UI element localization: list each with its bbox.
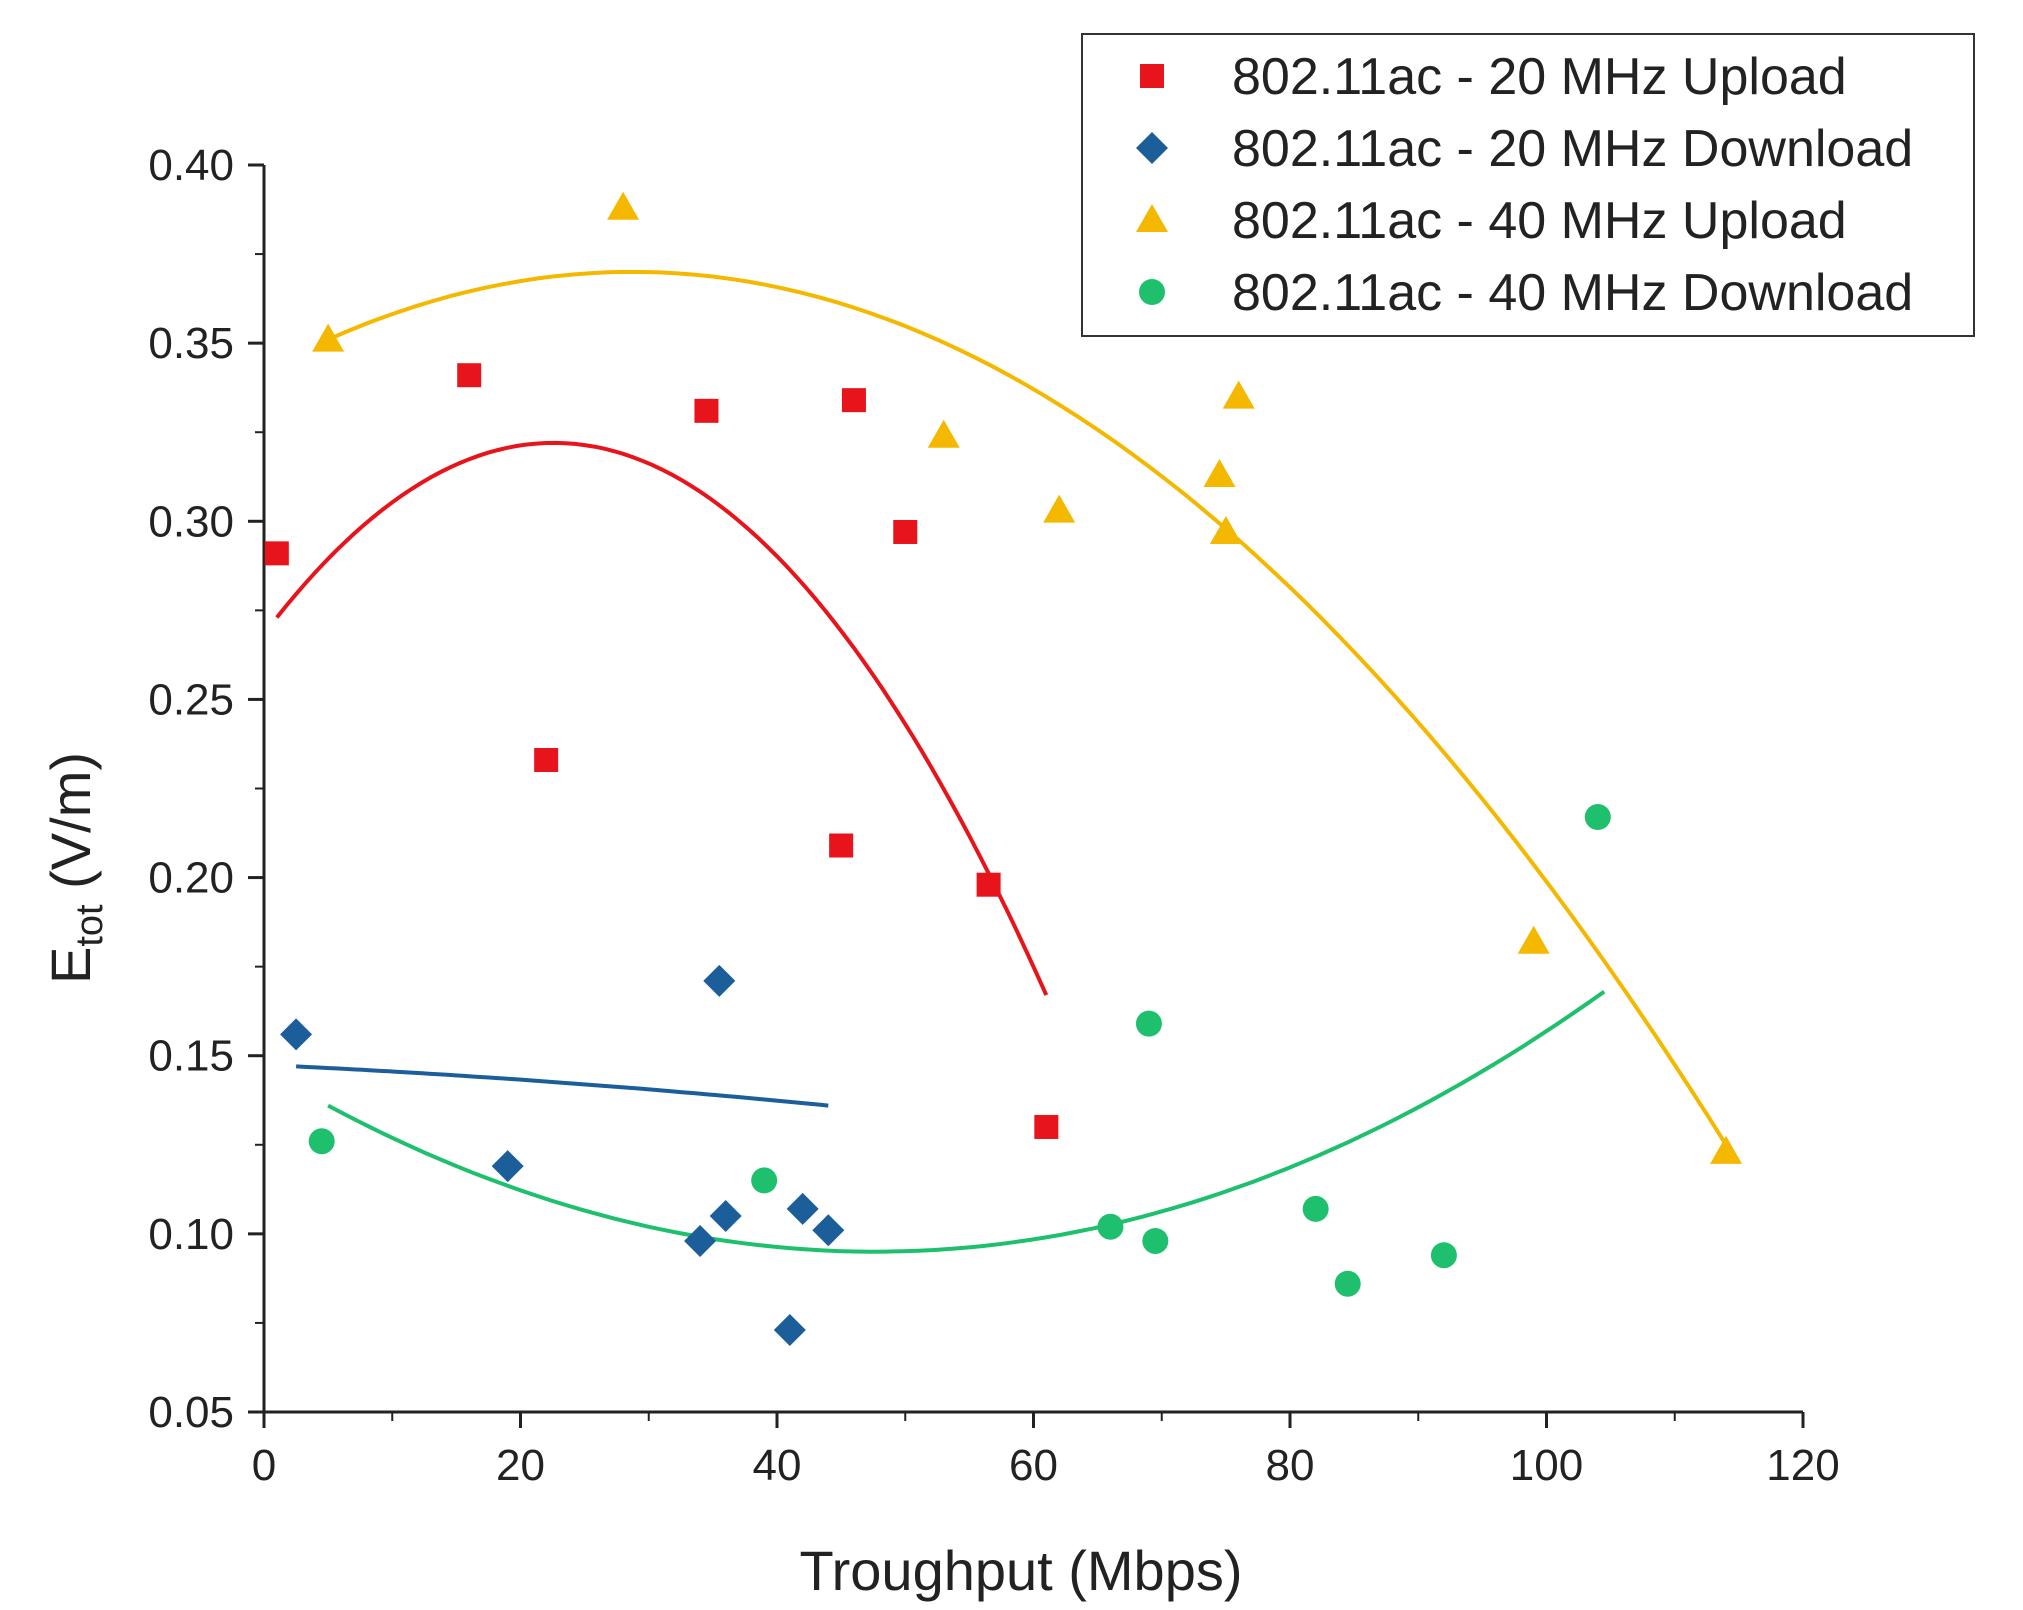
802-11ac-40-mhz-download-point — [1584, 804, 1611, 831]
802-11ac-20-mhz-upload-fit-curve — [275, 440, 1049, 996]
legend-label: 802.11ac - 40 MHz Download — [1232, 264, 1913, 322]
y-tick-label: 0.40 — [148, 141, 234, 190]
802-11ac-20-mhz-upload-point — [457, 363, 482, 388]
legend-marker-802-11ac-40-mhz-download — [1139, 279, 1165, 305]
802-11ac-20-mhz-upload-point — [1034, 1114, 1059, 1139]
802-11ac-40-mhz-upload-point — [1043, 494, 1076, 523]
802-11ac-40-mhz-download-point — [1097, 1213, 1124, 1240]
802-11ac-40-mhz-download-point — [1430, 1242, 1457, 1269]
802-11ac-20-mhz-upload-point — [841, 388, 866, 413]
802-11ac-20-mhz-upload-point — [694, 398, 719, 423]
y-tick-label: 0.25 — [148, 675, 234, 724]
802-11ac-40-mhz-upload-point — [1222, 380, 1255, 409]
802-11ac-20-mhz-download-point — [684, 1224, 717, 1257]
y-tick-label: 0.30 — [148, 497, 234, 546]
y-axis-title-main: E — [39, 947, 102, 984]
legend-label: 802.11ac - 40 MHz Upload — [1232, 192, 1847, 250]
802-11ac-40-mhz-upload-point — [1209, 515, 1242, 544]
802-11ac-20-mhz-upload-point — [976, 872, 1001, 897]
802-11ac-40-mhz-download-point — [1142, 1227, 1169, 1254]
x-tick-label: 100 — [1510, 1441, 1583, 1490]
x-tick-label: 0 — [252, 1441, 276, 1490]
802-11ac-20-mhz-download-point — [812, 1214, 845, 1247]
802-11ac-40-mhz-upload-point — [1517, 925, 1550, 954]
802-11ac-40-mhz-download-point — [751, 1167, 778, 1194]
802-11ac-40-mhz-upload-point — [927, 419, 960, 448]
legend-label: 802.11ac - 20 MHz Download — [1232, 120, 1913, 178]
x-tick-label: 40 — [753, 1441, 802, 1490]
axes: 0 20 40 60 80 100 120 0.05 0.10 0.15 0.20 0.25 0.30 0… — [148, 141, 1839, 1490]
802-11ac-40-mhz-upload-point — [607, 191, 640, 220]
802-11ac-20-mhz-download-point — [709, 1200, 742, 1233]
802-11ac-40-mhz-download-point — [1302, 1195, 1329, 1222]
802-11ac-40-mhz-upload-point — [1203, 458, 1236, 487]
legend-label: 802.11ac - 20 MHz Upload — [1232, 48, 1847, 106]
legend-marker-802-11ac-20-mhz-download — [1136, 132, 1168, 164]
y-axis-title: Etot (V/m) — [39, 752, 111, 984]
802-11ac-40-mhz-upload-fit-curve — [327, 269, 1728, 1146]
x-tick-label: 60 — [1009, 1441, 1058, 1490]
y-axis-title-unit: (V/m) — [39, 752, 102, 904]
802-11ac-40-mhz-download-point — [1334, 1270, 1361, 1297]
fit-curves — [275, 269, 1728, 1254]
802-11ac-20-mhz-download-fit-curve — [296, 1064, 829, 1108]
y-axis-title-sub: tot — [69, 904, 111, 947]
802-11ac-20-mhz-download-point — [773, 1314, 806, 1347]
802-11ac-20-mhz-download-point — [280, 1018, 313, 1051]
y-tick-label: 0.35 — [148, 319, 234, 368]
data-points — [264, 191, 1743, 1347]
802-11ac-20-mhz-download-point — [491, 1150, 524, 1183]
x-tick-label: 120 — [1766, 1441, 1839, 1490]
y-tick-label: 0.20 — [148, 854, 234, 903]
legend-marker-802-11ac-20-mhz-upload — [1140, 64, 1164, 88]
y-tick-label: 0.05 — [148, 1388, 234, 1437]
y-tick-label: 0.10 — [148, 1210, 234, 1259]
legend: 802.11ac - 20 MHz Upload 802.11ac - 20 MH… — [1081, 33, 1975, 337]
x-tick-label: 20 — [496, 1441, 545, 1490]
802-11ac-20-mhz-upload-point — [264, 541, 289, 566]
802-11ac-20-mhz-upload-point — [829, 833, 854, 858]
802-11ac-40-mhz-download-fit-curve — [327, 989, 1606, 1254]
legend-box — [1081, 33, 1975, 337]
802-11ac-40-mhz-download-point — [1135, 1010, 1162, 1037]
802-11ac-40-mhz-download-point — [308, 1128, 335, 1155]
802-11ac-40-mhz-upload-point — [1710, 1135, 1743, 1164]
x-tick-label: 80 — [1266, 1441, 1315, 1490]
802-11ac-20-mhz-download-point — [786, 1192, 819, 1225]
legend-marker-802-11ac-40-mhz-upload — [1136, 204, 1168, 232]
y-tick-label: 0.15 — [148, 1032, 234, 1081]
x-axis-title: Troughput (Mbps) — [800, 1539, 1243, 1602]
802-11ac-40-mhz-upload-point — [312, 323, 345, 352]
802-11ac-20-mhz-upload-point — [893, 519, 918, 544]
802-11ac-20-mhz-download-point — [703, 964, 736, 997]
802-11ac-20-mhz-upload-point — [534, 747, 559, 772]
